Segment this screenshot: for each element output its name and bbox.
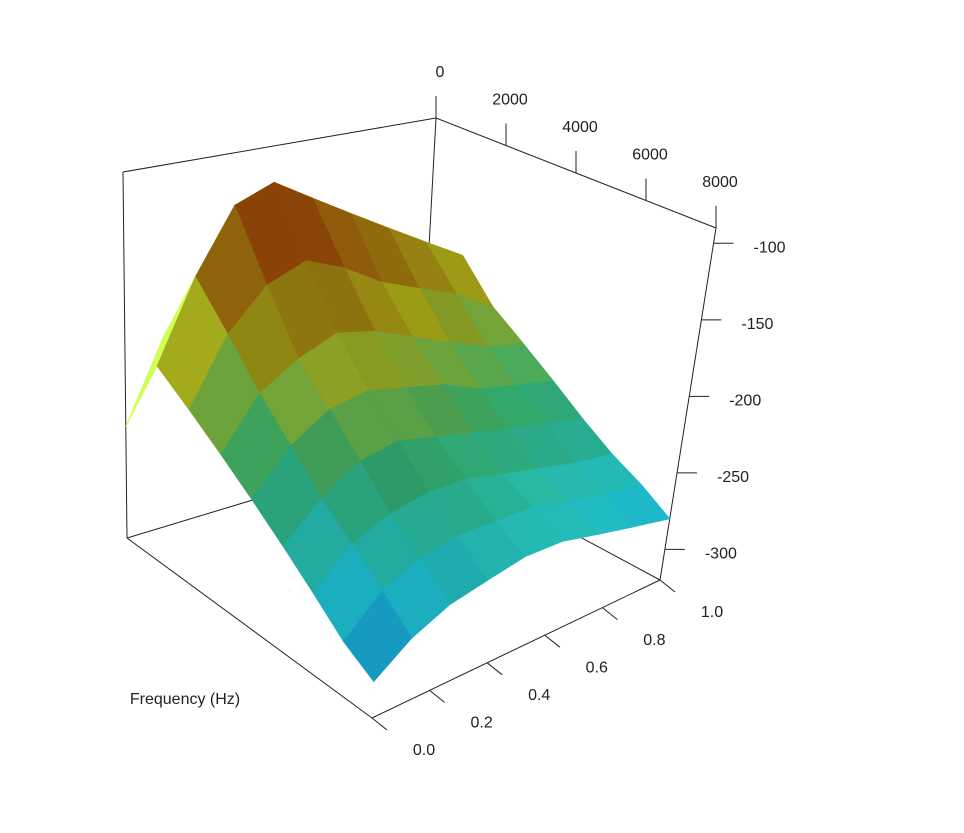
box-edge xyxy=(371,579,661,719)
box-edge xyxy=(659,227,717,581)
y-tick xyxy=(371,717,388,731)
z-tick-label: -300 xyxy=(705,546,737,563)
y-tick-label: 1.0 xyxy=(701,604,723,621)
y-tick xyxy=(659,579,676,593)
y-tick-label: 0.8 xyxy=(643,632,665,649)
z-tick-label: -250 xyxy=(717,469,749,486)
y-tick-label: 0.0 xyxy=(413,742,435,759)
box-edge xyxy=(122,171,128,539)
z-tick-label: -100 xyxy=(754,240,786,257)
y-tick-label: 0.2 xyxy=(470,715,492,732)
x-tick-label: 6000 xyxy=(632,147,668,164)
box-edge xyxy=(126,537,373,719)
y-tick xyxy=(486,662,503,676)
x-tick-label: 8000 xyxy=(702,174,738,191)
surface-cell xyxy=(343,590,413,683)
y-tick xyxy=(602,607,618,620)
axis-label: Frequency (Hz) xyxy=(130,691,240,708)
z-tick-label: -150 xyxy=(741,316,773,333)
x-tick-label: 2000 xyxy=(492,92,528,109)
box-edge xyxy=(122,117,437,173)
x-tick-label: 0 xyxy=(436,64,445,81)
y-tick-label: 0.4 xyxy=(528,687,550,704)
z-tick-label: -200 xyxy=(729,393,761,410)
x-tick-label: 4000 xyxy=(562,119,598,136)
y-tick-label: 0.6 xyxy=(586,659,608,676)
y-tick xyxy=(544,634,561,648)
y-tick xyxy=(429,690,445,703)
